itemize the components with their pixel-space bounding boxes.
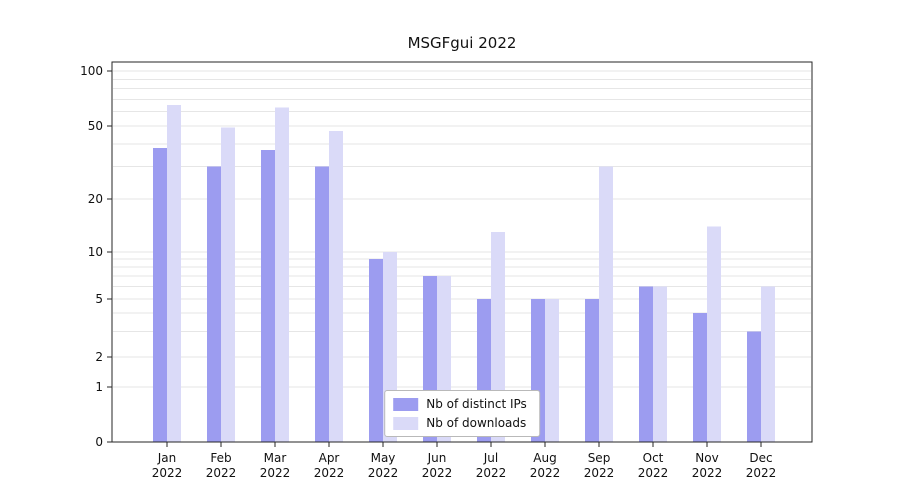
x-tick-label-year: 2022 [476, 466, 507, 480]
y-tick-label: 5 [95, 292, 103, 306]
bar-downloads-oct [653, 286, 667, 442]
x-tick-label-month: Feb [210, 451, 231, 465]
bar-downloads-nov [707, 226, 721, 442]
bar-downloads-dec [761, 286, 775, 442]
x-tick-label-month: Mar [264, 451, 287, 465]
x-tick-label-year: 2022 [206, 466, 237, 480]
bar-distinct-ips-feb [207, 166, 221, 442]
bar-distinct-ips-sep [585, 299, 599, 442]
bar-distinct-ips-oct [639, 286, 653, 442]
bar-distinct-ips-dec [747, 331, 761, 442]
x-tick-label-year: 2022 [638, 466, 669, 480]
bar-distinct-ips-nov [693, 313, 707, 442]
x-tick-label-year: 2022 [422, 466, 453, 480]
x-tick-label-year: 2022 [152, 466, 183, 480]
legend-item-distinct-ips: Nb of distinct IPs [393, 397, 527, 411]
y-tick-label: 1 [95, 380, 103, 394]
bar-downloads-feb [221, 127, 235, 442]
legend-swatch-downloads [393, 416, 419, 430]
x-tick-label-year: 2022 [692, 466, 723, 480]
bar-downloads-jul [491, 231, 505, 442]
legend-label-distinct-ips: Nb of distinct IPs [426, 397, 527, 411]
x-tick-label-month: Nov [695, 451, 718, 465]
x-tick-label-year: 2022 [314, 466, 345, 480]
y-tick-label: 50 [88, 119, 103, 133]
x-tick-label-month: Oct [643, 451, 664, 465]
y-tick-label: 20 [88, 192, 103, 206]
x-tick-label-month: Aug [533, 451, 556, 465]
y-tick-label: 2 [95, 350, 103, 364]
legend: Nb of distinct IPs Nb of downloads [384, 390, 540, 437]
x-tick-label-month: Apr [319, 451, 340, 465]
x-tick-label-month: Sep [588, 451, 611, 465]
x-tick-label-year: 2022 [368, 466, 399, 480]
bar-distinct-ips-mar [261, 149, 275, 442]
x-tick-label-year: 2022 [260, 466, 291, 480]
x-tick-label-month: Dec [749, 451, 772, 465]
bar-distinct-ips-jan [153, 147, 167, 442]
bar-downloads-sep [599, 166, 613, 442]
x-tick-label-year: 2022 [530, 466, 561, 480]
x-tick-label-month: Jun [427, 451, 447, 465]
y-tick-label: 100 [80, 64, 103, 78]
x-tick-label-year: 2022 [746, 466, 777, 480]
bar-distinct-ips-may [369, 259, 383, 442]
bar-downloads-jan [167, 105, 181, 443]
x-tick-label-month: Jul [483, 451, 498, 465]
x-tick-label-year: 2022 [584, 466, 615, 480]
bar-distinct-ips-apr [315, 166, 329, 442]
bar-downloads-apr [329, 130, 343, 442]
x-tick-label-month: Jan [157, 451, 177, 465]
bar-downloads-mar [275, 107, 289, 443]
chart-title: MSGFgui 2022 [407, 34, 517, 52]
x-tick-label-month: May [371, 451, 396, 465]
legend-swatch-distinct-ips [393, 397, 419, 411]
y-tick-label: 10 [88, 245, 103, 259]
legend-label-downloads: Nb of downloads [426, 416, 527, 430]
bar-downloads-aug [545, 299, 559, 442]
legend-item-downloads: Nb of downloads [393, 416, 527, 430]
y-tick-label: 0 [95, 435, 103, 449]
